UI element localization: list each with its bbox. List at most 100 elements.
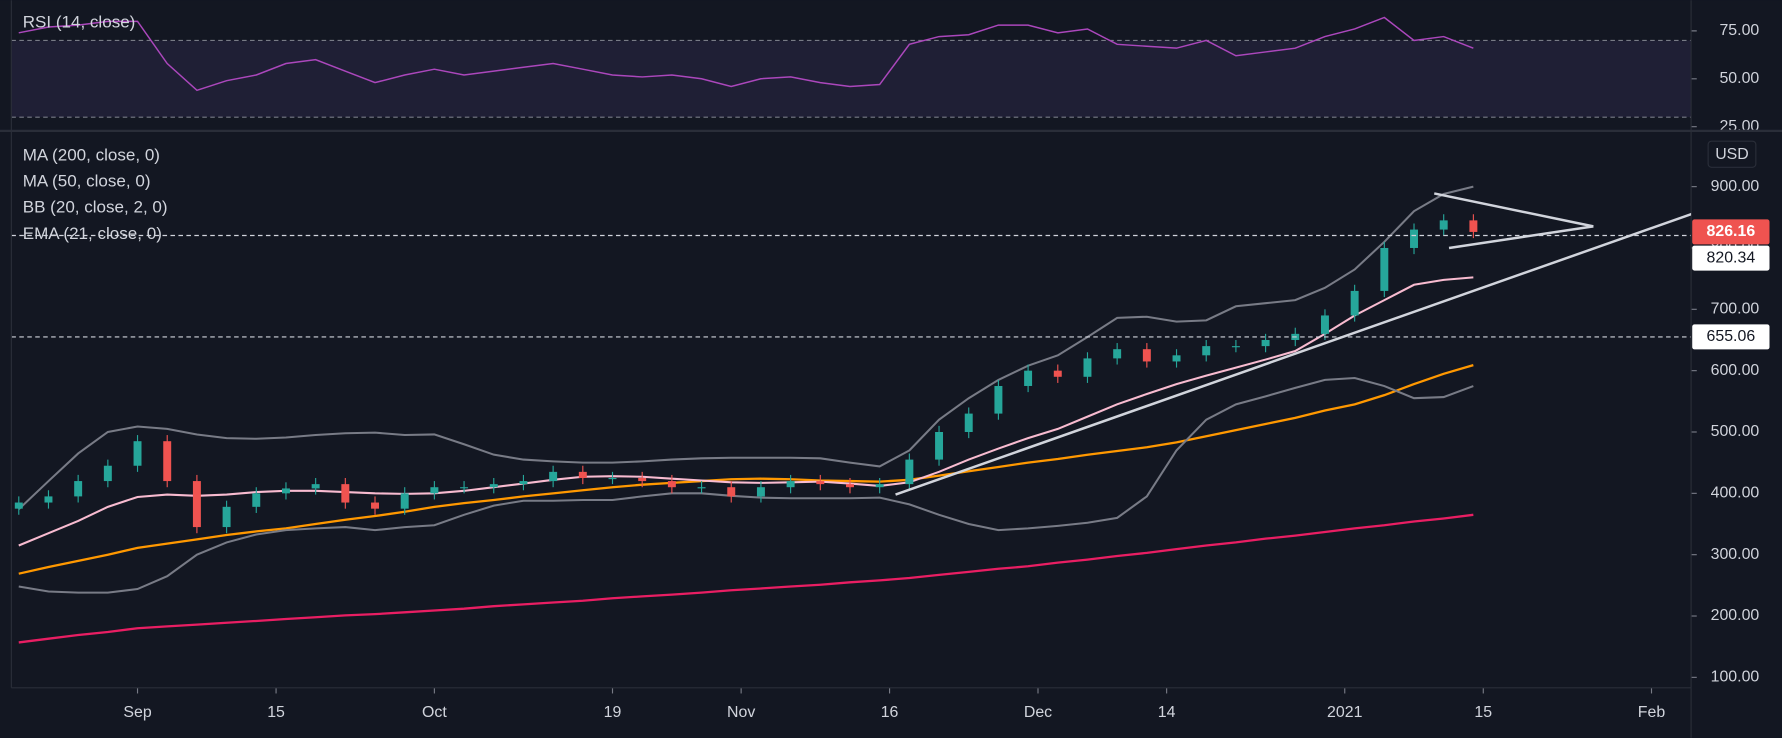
- y-tick-label: 700.00: [1711, 301, 1760, 318]
- rsi-band-fill: [11, 40, 1692, 118]
- triangle-lower: [1448, 225, 1594, 250]
- legend-entry: MA (50, close, 0): [23, 172, 151, 191]
- last-price-box: [1692, 219, 1770, 245]
- level-label: 655.06: [1707, 328, 1756, 345]
- x-tick-label: Feb: [1638, 704, 1666, 721]
- candle-body: [1410, 229, 1418, 248]
- candle-body: [1142, 349, 1151, 362]
- candle-body: [222, 506, 231, 528]
- candle-body: [786, 481, 795, 488]
- candle-body: [311, 484, 320, 489]
- last-price-label: 826.16: [1707, 223, 1756, 240]
- candle-body: [1172, 355, 1181, 362]
- candle-body: [1053, 370, 1062, 377]
- level-box: [1692, 245, 1770, 271]
- candle-body: [1380, 247, 1389, 291]
- candle-body: [14, 502, 23, 509]
- indicator-line: [18, 364, 1474, 575]
- candle-body: [252, 493, 261, 507]
- y-tick-label: 300.00: [1711, 546, 1760, 563]
- level-label: 820.34: [1707, 249, 1756, 266]
- candle-body: [281, 488, 290, 494]
- y-tick-label: 600.00: [1711, 362, 1760, 379]
- legend-entry: EMA (21, close, 0): [23, 224, 162, 243]
- candle-body: [1469, 220, 1478, 232]
- candle-body: [1083, 358, 1092, 377]
- candle-body: [1113, 349, 1122, 359]
- candle-body: [875, 484, 884, 488]
- y-tick-label: 50.00: [1719, 70, 1759, 87]
- candle-body: [935, 431, 944, 460]
- price-pane: 100.00 200.00 300.00 400.00 500.00 600.00 700.…: [11, 145, 1770, 721]
- indicator-line: [18, 276, 1474, 547]
- candle-body: [727, 487, 736, 497]
- currency: USD: [1715, 146, 1749, 163]
- plot-area: [11, 185, 1692, 644]
- candle-body: [1439, 220, 1448, 230]
- indicator-line: [18, 185, 1474, 510]
- legend-entry: BB (20, close, 2, 0): [23, 198, 168, 217]
- x-tick-label: 2021: [1327, 704, 1363, 721]
- x-tick-label: Nov: [727, 704, 755, 721]
- candle-body: [430, 487, 439, 494]
- candle-body: [400, 493, 409, 509]
- candle-body: [1231, 346, 1240, 348]
- indicator-line: [18, 513, 1474, 644]
- candle-body: [44, 496, 53, 503]
- level-box: [1692, 324, 1770, 350]
- indicator-line-lower: [18, 376, 1474, 594]
- legend-entry: MA (200, close, 0): [23, 145, 160, 164]
- x-tick-label: Sep: [123, 704, 151, 721]
- candle-body: [133, 441, 142, 466]
- candle-body: [816, 481, 825, 485]
- candle-body: [1261, 339, 1270, 347]
- candle-body: [846, 484, 854, 488]
- y-tick-label: 100.00: [1711, 669, 1760, 686]
- trend-line: [895, 212, 1692, 496]
- candle-body: [489, 484, 498, 488]
- candle-body: [578, 471, 587, 479]
- triangle-upper: [1433, 192, 1594, 228]
- currency-box: [1707, 140, 1757, 168]
- candle-body: [460, 487, 469, 489]
- candle-body: [341, 484, 350, 503]
- rsi-line: [18, 16, 1474, 92]
- x-tick-label: Oct: [422, 704, 447, 721]
- candle-body: [1350, 290, 1359, 316]
- x-tick-label: 15: [1474, 704, 1492, 721]
- y-tick-label: 25.00: [1719, 118, 1759, 135]
- candle-body: [192, 481, 201, 528]
- candle-body: [994, 385, 1003, 414]
- y-tick-label: 400.00: [1711, 485, 1760, 502]
- candle-body: [519, 481, 528, 485]
- y-tick-label: 900.00: [1711, 178, 1760, 195]
- candle-body: [1202, 346, 1211, 356]
- candle-body: [964, 413, 973, 432]
- x-tick-label: 14: [1158, 704, 1176, 721]
- candle-body: [1024, 370, 1033, 386]
- x-tick-label: 15: [267, 704, 285, 721]
- candle-body: [371, 502, 379, 509]
- candle-body: [697, 487, 706, 489]
- candle-body: [163, 441, 172, 482]
- candle-body: [667, 481, 676, 488]
- x-tick-label: 16: [881, 704, 899, 721]
- candle-body: [549, 471, 558, 482]
- x-tick-label: 19: [604, 704, 622, 721]
- candle-body: [74, 481, 83, 497]
- candle-body: [1320, 315, 1329, 334]
- candle-body: [608, 478, 617, 480]
- candle-body: [905, 459, 914, 485]
- rsi-pane: 75.00 50.00 25.00: [11, 16, 1759, 135]
- y-tick-label: 75.00: [1719, 22, 1759, 39]
- x-tick-label: Dec: [1024, 704, 1052, 721]
- drawings: [895, 192, 1692, 496]
- rsi-title: RSI (14, close): [23, 12, 136, 31]
- y-tick-label: 200.00: [1711, 607, 1760, 624]
- y-tick-label: 500.00: [1711, 423, 1760, 440]
- candle-body: [756, 487, 765, 497]
- candle-body: [103, 465, 112, 482]
- candle-body: [638, 478, 647, 482]
